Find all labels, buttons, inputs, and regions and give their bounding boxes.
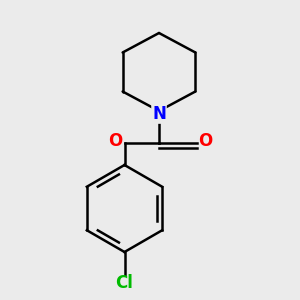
Text: O: O	[108, 132, 123, 150]
Text: N: N	[152, 105, 166, 123]
Text: O: O	[198, 132, 213, 150]
Text: Cl: Cl	[116, 274, 134, 292]
